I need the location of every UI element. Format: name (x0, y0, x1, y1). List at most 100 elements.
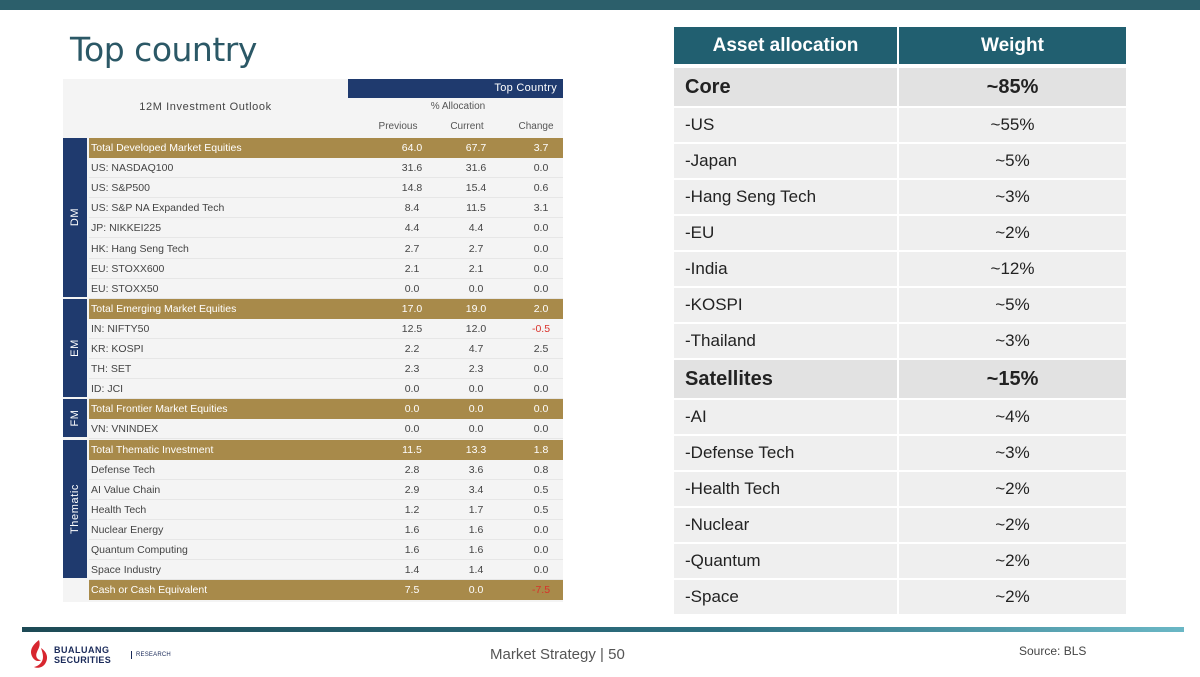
top-accent-bar (0, 0, 1200, 10)
change-value: 0.0 (533, 282, 549, 295)
total-row: Cash or Cash Equivalent 7.5 0.0 -7.5 (89, 580, 563, 601)
table-row: KR: KOSPI 2.2 4.7 2.5 (89, 339, 563, 359)
bualuang-logo-icon (31, 640, 48, 668)
asset-allocation-header: Asset allocation Weight (674, 27, 1126, 64)
row-name: Total Frontier Market Equities (91, 403, 228, 416)
allocation-row: -Quantum ~2% (674, 544, 1126, 578)
table-row: Space Industry 1.4 1.4 0.0 (89, 560, 563, 581)
change-value: 0.8 (533, 463, 549, 476)
change-value: 0.0 (533, 523, 549, 536)
allocation-weight: ~15% (986, 368, 1039, 390)
allocation-label: Satellites (674, 360, 899, 398)
row-name: ID: JCI (91, 383, 124, 396)
previous-value: 2.3 (404, 363, 420, 376)
current-value: 13.3 (465, 443, 487, 456)
previous-value: 0.0 (404, 383, 420, 396)
row-name: Total Emerging Market Equities (91, 302, 237, 315)
allocation-row: -KOSPI ~5% (674, 288, 1126, 322)
table-row: Quantum Computing 1.6 1.6 0.0 (89, 540, 563, 560)
previous-value: 7.5 (404, 584, 420, 597)
allocation-weight: ~2% (995, 587, 1030, 606)
allocation-row: -Japan ~5% (674, 144, 1126, 178)
group-label-text: EM (69, 339, 81, 357)
allocation-row: -Thailand ~3% (674, 324, 1126, 358)
current-value: 0.0 (468, 383, 484, 396)
allocation-label: -India (674, 252, 899, 286)
row-name: KR: KOSPI (91, 343, 144, 355)
previous-value: 1.4 (404, 564, 420, 577)
current-value: 31.6 (465, 162, 487, 175)
allocation-row: -EU ~2% (674, 216, 1126, 250)
page-reference: Market Strategy | 50 (490, 646, 625, 663)
allocation-weight: ~4% (995, 407, 1030, 426)
column-header-previous: Previous (378, 121, 418, 132)
previous-value: 2.2 (404, 343, 420, 355)
row-name: Health Tech (91, 503, 147, 516)
change-value: 0.0 (533, 423, 549, 436)
table-row: Health Tech 1.2 1.7 0.5 (89, 500, 563, 520)
table-row: ID: JCI 0.0 0.0 0.0 (89, 379, 563, 400)
row-name: EU: STOXX50 (91, 282, 159, 295)
table-row: AI Value Chain 2.9 3.4 0.5 (89, 480, 563, 500)
allocation-label: -Health Tech (674, 472, 899, 506)
current-value: 4.4 (468, 222, 484, 235)
change-value: 3.7 (533, 142, 549, 154)
asset-allocation-rows: Core ~85% -US ~55% -Japan ~5% -Hang Seng Tech ~… (674, 68, 1126, 614)
change-value: 0.0 (533, 544, 549, 556)
allocation-label: -Space (674, 580, 899, 614)
current-value: 15.4 (465, 182, 487, 195)
group-label: DM (63, 138, 87, 297)
allocation-label: -Nuclear (674, 508, 899, 542)
change-value: 0.0 (533, 363, 549, 376)
row-name: VN: VNINDEX (91, 423, 159, 436)
allocation-weight: ~5% (995, 151, 1030, 170)
row-name: Nuclear Energy (91, 523, 164, 536)
total-row: Total Emerging Market Equities 17.0 19.0 2.… (89, 298, 563, 319)
current-value: 12.0 (465, 322, 487, 335)
group-label: EM (63, 298, 87, 398)
allocation-label: -Quantum (674, 544, 899, 578)
logo-tagline: RESEARCH (131, 651, 171, 659)
group-label-text: FM (69, 409, 81, 427)
change-value: 1.8 (533, 443, 549, 456)
allocation-weight: ~2% (995, 223, 1030, 242)
header-weight: Weight (899, 27, 1126, 64)
header-asset-allocation: Asset allocation (674, 27, 899, 64)
allocation-label: -KOSPI (674, 288, 899, 322)
current-value: 3.6 (468, 463, 484, 476)
investment-outlook-table: Top Country 12M Investment Outlook % All… (63, 79, 563, 602)
table-row: EU: STOXX50 0.0 0.0 0.0 (89, 279, 563, 299)
allocation-row: -Hang Seng Tech ~3% (674, 180, 1126, 214)
row-name: Cash or Cash Equivalent (91, 584, 208, 597)
row-name: EU: STOXX600 (91, 262, 165, 275)
previous-value: 17.0 (401, 302, 423, 315)
allocation-weight: ~85% (986, 76, 1039, 98)
previous-value: 2.9 (404, 483, 420, 496)
allocation-weight: ~5% (995, 295, 1030, 314)
row-name: AI Value Chain (91, 483, 161, 496)
row-name: Total Developed Market Equities (91, 142, 242, 154)
allocation-row: -AI ~4% (674, 400, 1126, 434)
table-row: VN: VNINDEX 0.0 0.0 0.0 (89, 419, 563, 440)
row-name: Total Thematic Investment (91, 443, 214, 456)
previous-value: 8.4 (404, 202, 420, 215)
allocation-label: -AI (674, 400, 899, 434)
allocation-label: -US (674, 108, 899, 142)
logo-line-2: SECURITIES (54, 655, 112, 665)
change-value: 0.0 (533, 262, 549, 275)
change-value: 2.5 (533, 343, 549, 355)
allocation-label: -EU (674, 216, 899, 250)
change-value: 0.5 (533, 503, 549, 516)
allocation-weight: ~2% (995, 479, 1030, 498)
table-row: Nuclear Energy 1.6 1.6 0.0 (89, 520, 563, 540)
allocation-label: % Allocation (430, 101, 486, 112)
group-label: Thematic (63, 439, 87, 579)
row-name: US: S&P NA Expanded Tech (91, 202, 225, 215)
row-name: HK: Hang Seng Tech (91, 242, 189, 255)
column-header-current: Current (450, 121, 484, 132)
change-value: 0.0 (533, 222, 549, 235)
row-name: IN: NIFTY50 (91, 322, 150, 335)
page-title: Top country (70, 30, 257, 69)
total-row: Total Thematic Investment 11.5 13.3 1.8 (89, 439, 563, 460)
current-value: 67.7 (465, 142, 487, 154)
